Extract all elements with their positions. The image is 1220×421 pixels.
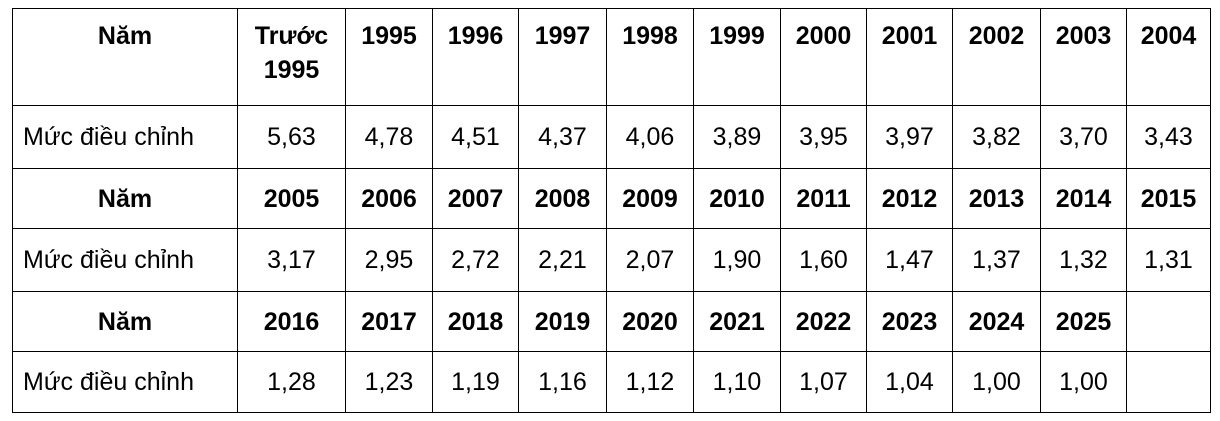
year-cell: 2021 [693, 291, 781, 352]
table-row: Mức điều chỉnh 3,17 2,95 2,72 2,21 2,07 1,90 1,… [12, 228, 1211, 292]
value-cell: 3,97 [866, 105, 953, 169]
row-header: Năm [12, 291, 238, 352]
year-cell: 1998 [606, 8, 694, 106]
value-cell: 1,07 [780, 351, 867, 413]
year-cell: 2014 [1040, 168, 1127, 229]
table-row: Mức điều chỉnh 5,63 4,78 4,51 4,37 4,06 3,89 3,… [12, 105, 1211, 169]
year-cell: Trước 1995 [237, 8, 346, 106]
year-cell: 2006 [345, 168, 433, 229]
value-cell: 1,10 [693, 351, 781, 413]
value-cell: 3,82 [952, 105, 1041, 169]
value-cell: 1,16 [518, 351, 607, 413]
year-cell: 2022 [780, 291, 867, 352]
value-cell: 2,72 [432, 228, 519, 292]
value-cell: 3,43 [1126, 105, 1211, 169]
year-cell: 2005 [237, 168, 346, 229]
value-cell: 1,60 [780, 228, 867, 292]
year-cell: 2011 [780, 168, 867, 229]
value-cell: 1,90 [693, 228, 781, 292]
value-cell: 4,51 [432, 105, 519, 169]
year-cell: 1997 [518, 8, 607, 106]
value-cell: 1,04 [866, 351, 953, 413]
value-cell: 4,37 [518, 105, 607, 169]
value-cell: 1,12 [606, 351, 694, 413]
value-cell: 2,07 [606, 228, 694, 292]
empty-cell [1126, 351, 1211, 413]
data-table: Năm Trước 1995 1995 1996 1997 1998 1999 2000 200… [12, 8, 1211, 413]
table-row: Mức điều chỉnh 1,28 1,23 1,19 1,16 1,12 1,10 1,… [12, 351, 1211, 413]
value-cell: 1,00 [952, 351, 1041, 413]
value-cell: 1,23 [345, 351, 433, 413]
year-cell: 2016 [237, 291, 346, 352]
year-cell: 2009 [606, 168, 694, 229]
year-cell: 2024 [952, 291, 1041, 352]
row-header: Năm [12, 168, 238, 229]
value-cell: 5,63 [237, 105, 346, 169]
value-cell: 1,00 [1040, 351, 1127, 413]
year-cell: 2010 [693, 168, 781, 229]
value-cell: 1,31 [1126, 228, 1211, 292]
year-cell: 1996 [432, 8, 519, 106]
value-cell: 4,78 [345, 105, 433, 169]
year-cell: 1999 [693, 8, 781, 106]
value-cell: 1,32 [1040, 228, 1127, 292]
table-row: Năm Trước 1995 1995 1996 1997 1998 1999 2000 200… [12, 8, 1211, 106]
empty-cell [1126, 291, 1211, 352]
year-cell: 2025 [1040, 291, 1127, 352]
year-cell: 2017 [345, 291, 433, 352]
year-cell: 2018 [432, 291, 519, 352]
year-cell: 2001 [866, 8, 953, 106]
year-cell: 2002 [952, 8, 1041, 106]
year-cell: 2003 [1040, 8, 1127, 106]
value-cell: 3,70 [1040, 105, 1127, 169]
value-cell: 3,17 [237, 228, 346, 292]
year-cell: 2004 [1126, 8, 1211, 106]
value-cell: 1,19 [432, 351, 519, 413]
value-cell: 1,28 [237, 351, 346, 413]
year-cell: 2008 [518, 168, 607, 229]
year-cell: 1995 [345, 8, 433, 106]
year-cell: 2020 [606, 291, 694, 352]
year-cell: 2013 [952, 168, 1041, 229]
row-header: Mức điều chỉnh [12, 105, 238, 169]
table-row: Năm 2005 2006 2007 2008 2009 2010 2011 2012 2013 2… [12, 168, 1211, 229]
year-cell: 2007 [432, 168, 519, 229]
row-header: Năm [12, 8, 238, 106]
value-cell: 1,37 [952, 228, 1041, 292]
row-header: Mức điều chỉnh [12, 351, 238, 413]
year-cell: 2000 [780, 8, 867, 106]
year-cell: 2012 [866, 168, 953, 229]
value-cell: 4,06 [606, 105, 694, 169]
row-header: Mức điều chỉnh [12, 228, 238, 292]
value-cell: 2,21 [518, 228, 607, 292]
year-cell: 2015 [1126, 168, 1211, 229]
year-cell: 2023 [866, 291, 953, 352]
value-cell: 1,47 [866, 228, 953, 292]
year-cell: 2019 [518, 291, 607, 352]
table-row: Năm 2016 2017 2018 2019 2020 2021 2022 2023 2024 2… [12, 291, 1211, 352]
value-cell: 3,95 [780, 105, 867, 169]
value-cell: 3,89 [693, 105, 781, 169]
value-cell: 2,95 [345, 228, 433, 292]
